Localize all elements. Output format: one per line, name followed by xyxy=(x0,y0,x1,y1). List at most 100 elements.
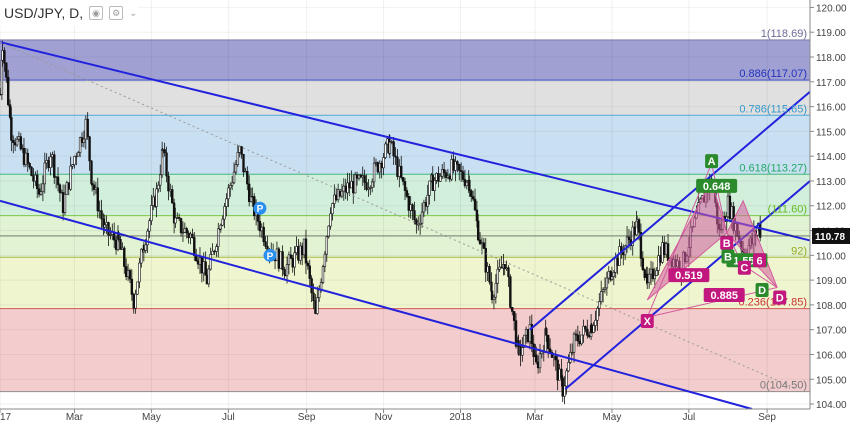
candle-body xyxy=(614,257,617,273)
candle-body xyxy=(304,238,308,264)
candle-body xyxy=(15,138,19,146)
price-tick-label: 105.00 xyxy=(816,375,847,386)
candle-body xyxy=(28,163,31,168)
candle-body xyxy=(494,282,498,298)
candle-body xyxy=(335,194,338,201)
chevron-down-icon[interactable]: ⌄ xyxy=(129,7,138,19)
candle-body xyxy=(388,141,392,154)
candle-body xyxy=(570,351,574,354)
candle-body xyxy=(63,193,67,213)
candle-body xyxy=(92,184,96,190)
fib-level-label: 1(118.69) xyxy=(761,28,807,40)
candle-body xyxy=(635,219,639,222)
fib-level-label: (111.60) xyxy=(768,204,807,216)
candle-body xyxy=(567,362,570,372)
time-tick-label: Jul xyxy=(682,412,695,423)
candle-body xyxy=(297,246,300,261)
candle-body xyxy=(374,162,378,164)
candle-body xyxy=(507,267,510,278)
candle-body xyxy=(398,165,401,177)
candle-body xyxy=(221,218,224,226)
candle-body xyxy=(350,181,353,189)
time-tick-label: Jul xyxy=(222,412,235,423)
candle-body xyxy=(532,343,535,358)
fib-level-label: 0.886(117.07) xyxy=(739,68,807,80)
candle-body xyxy=(452,159,455,171)
candle-body xyxy=(486,266,489,273)
candle-body xyxy=(67,182,70,190)
candle-body xyxy=(480,242,484,245)
fib-band xyxy=(0,39,810,81)
candle-body xyxy=(498,266,501,270)
candle-body xyxy=(56,176,60,186)
candle-body xyxy=(82,138,86,143)
candle-body xyxy=(396,156,399,177)
fib-level-label: 92) xyxy=(791,245,807,257)
candle-body xyxy=(26,152,29,164)
settings-icon[interactable]: ⚙ xyxy=(109,6,124,20)
candle-body xyxy=(258,221,262,232)
candle-body xyxy=(392,141,395,157)
candle-body xyxy=(58,184,62,194)
candle-body xyxy=(134,293,137,309)
ratio-label: 6 xyxy=(756,255,762,267)
candle-body xyxy=(47,160,50,168)
candle-body xyxy=(277,248,281,269)
symbol-label[interactable]: USD/JPY, D, xyxy=(4,5,84,21)
ratio-label: 0.519 xyxy=(675,270,703,282)
price-axis-bg xyxy=(810,0,850,423)
candle-body xyxy=(627,236,631,240)
candle-body xyxy=(576,334,580,342)
candle-body xyxy=(19,136,23,150)
time-tick-label: May xyxy=(142,412,161,423)
candle-body xyxy=(75,155,78,158)
candle-body xyxy=(316,297,319,314)
vertex-label: B xyxy=(723,238,731,250)
candle-body xyxy=(205,274,209,285)
trend-line-lower-channel xyxy=(0,199,753,410)
candle-body xyxy=(578,340,581,345)
candle-body xyxy=(454,161,457,171)
time-tick-label: 2017 xyxy=(0,412,12,423)
candle-body xyxy=(65,182,69,195)
candle-body xyxy=(545,328,548,336)
trend-lines[interactable] xyxy=(0,41,811,410)
candle-body xyxy=(163,149,166,154)
candle-body xyxy=(482,242,486,249)
fib-level-label: 0(104.50) xyxy=(760,380,807,392)
fib-band xyxy=(0,80,810,116)
candle-body xyxy=(641,258,645,270)
price-tick-label: 108.00 xyxy=(816,301,847,312)
candle-body xyxy=(446,175,450,178)
candle-body xyxy=(344,185,347,194)
candle-body xyxy=(215,246,218,252)
candle-body xyxy=(123,247,126,267)
candle-body xyxy=(618,246,621,266)
candle-body xyxy=(13,142,17,146)
candle-body xyxy=(405,190,409,197)
candle-body xyxy=(289,254,293,259)
time-tick-label: Nov xyxy=(375,412,393,423)
candle-body xyxy=(413,210,416,221)
candle-body xyxy=(329,213,332,227)
candle-body xyxy=(548,348,552,353)
candle-body xyxy=(230,182,234,186)
candle-body xyxy=(505,267,508,270)
eye-icon[interactable]: ◉ xyxy=(89,6,104,20)
candle-body xyxy=(428,180,431,196)
candle-body xyxy=(336,189,340,201)
time-tick-label: Sep xyxy=(298,412,316,423)
candle-body xyxy=(601,289,605,292)
price-tick-label: 109.00 xyxy=(816,276,847,287)
vertex-label-bg xyxy=(737,260,751,275)
candle-body xyxy=(140,248,143,264)
candle-body xyxy=(176,217,179,219)
candle-body xyxy=(384,143,387,158)
candle-body xyxy=(663,242,666,255)
candle-body xyxy=(424,202,428,207)
candle-body xyxy=(310,278,313,294)
candle-body xyxy=(519,346,522,356)
time-tick-label: Sep xyxy=(758,412,776,423)
